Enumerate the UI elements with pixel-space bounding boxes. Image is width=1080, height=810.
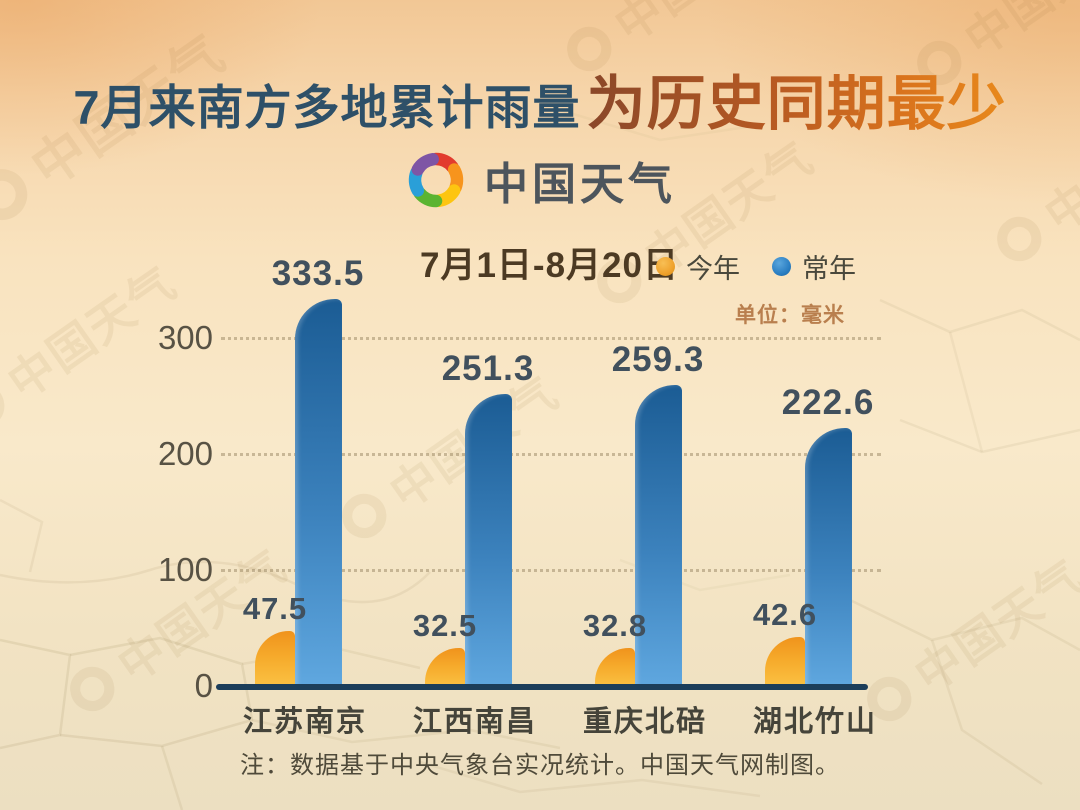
y-tick-label: 100 [157,551,213,588]
gridline [221,569,881,572]
x-axis-line [216,684,868,690]
y-tick-label: 0 [194,667,213,704]
legend-dot-normal-year [772,257,791,276]
value-label-this-year: 32.8 [582,608,648,643]
category-label: 江西南昌 [412,706,537,738]
title-accent: 为历史同期最少 [586,71,1007,137]
category-label: 湖北竹山 [752,706,877,738]
bar-normal-year [465,394,512,690]
bar-normal-year [635,385,682,690]
legend-label-this-year: 今年 [686,254,740,284]
china-weather-pinwheel-icon [408,152,464,208]
bar-normal-year [295,299,342,690]
brand-name: 中国天气 [484,160,676,209]
page-title: 7月来南方多地累计雨量 为历史同期最少 [0,56,1080,141]
date-range-label: 7月1日-8月20日 [420,246,679,285]
category-label: 重庆北碚 [582,706,707,738]
value-label-normal-year: 251.3 [441,349,535,388]
legend-item-normal-year: 常年 [772,247,856,286]
bar-this-year [255,631,295,690]
unit-label: 单位：毫米 [735,304,845,327]
value-label-normal-year: 222.6 [781,383,875,422]
y-tick-label: 200 [157,435,213,472]
bar-normal-year [805,428,852,690]
brand-logo: 中国天气 [0,148,1080,212]
chart-legend: 今年 常年 [656,247,856,286]
category-label: 江苏南京 [242,706,367,738]
footnote: 注：数据基于中央气象台实况统计。中国天气网制图。 [240,752,840,779]
value-label-normal-year: 333.5 [271,254,365,293]
bar-this-year [765,637,805,690]
gridline [221,337,881,340]
legend-label-normal-year: 常年 [802,254,856,284]
value-label-this-year: 47.5 [242,591,308,626]
value-label-normal-year: 259.3 [611,340,705,379]
gridline [221,453,881,456]
title-main: 7月来南方多地累计雨量 [73,81,581,134]
value-label-this-year: 32.5 [412,608,478,643]
legend-dot-this-year [656,257,675,276]
y-tick-label: 300 [157,319,213,356]
legend-item-this-year: 今年 [656,247,740,286]
value-label-this-year: 42.6 [752,597,818,632]
